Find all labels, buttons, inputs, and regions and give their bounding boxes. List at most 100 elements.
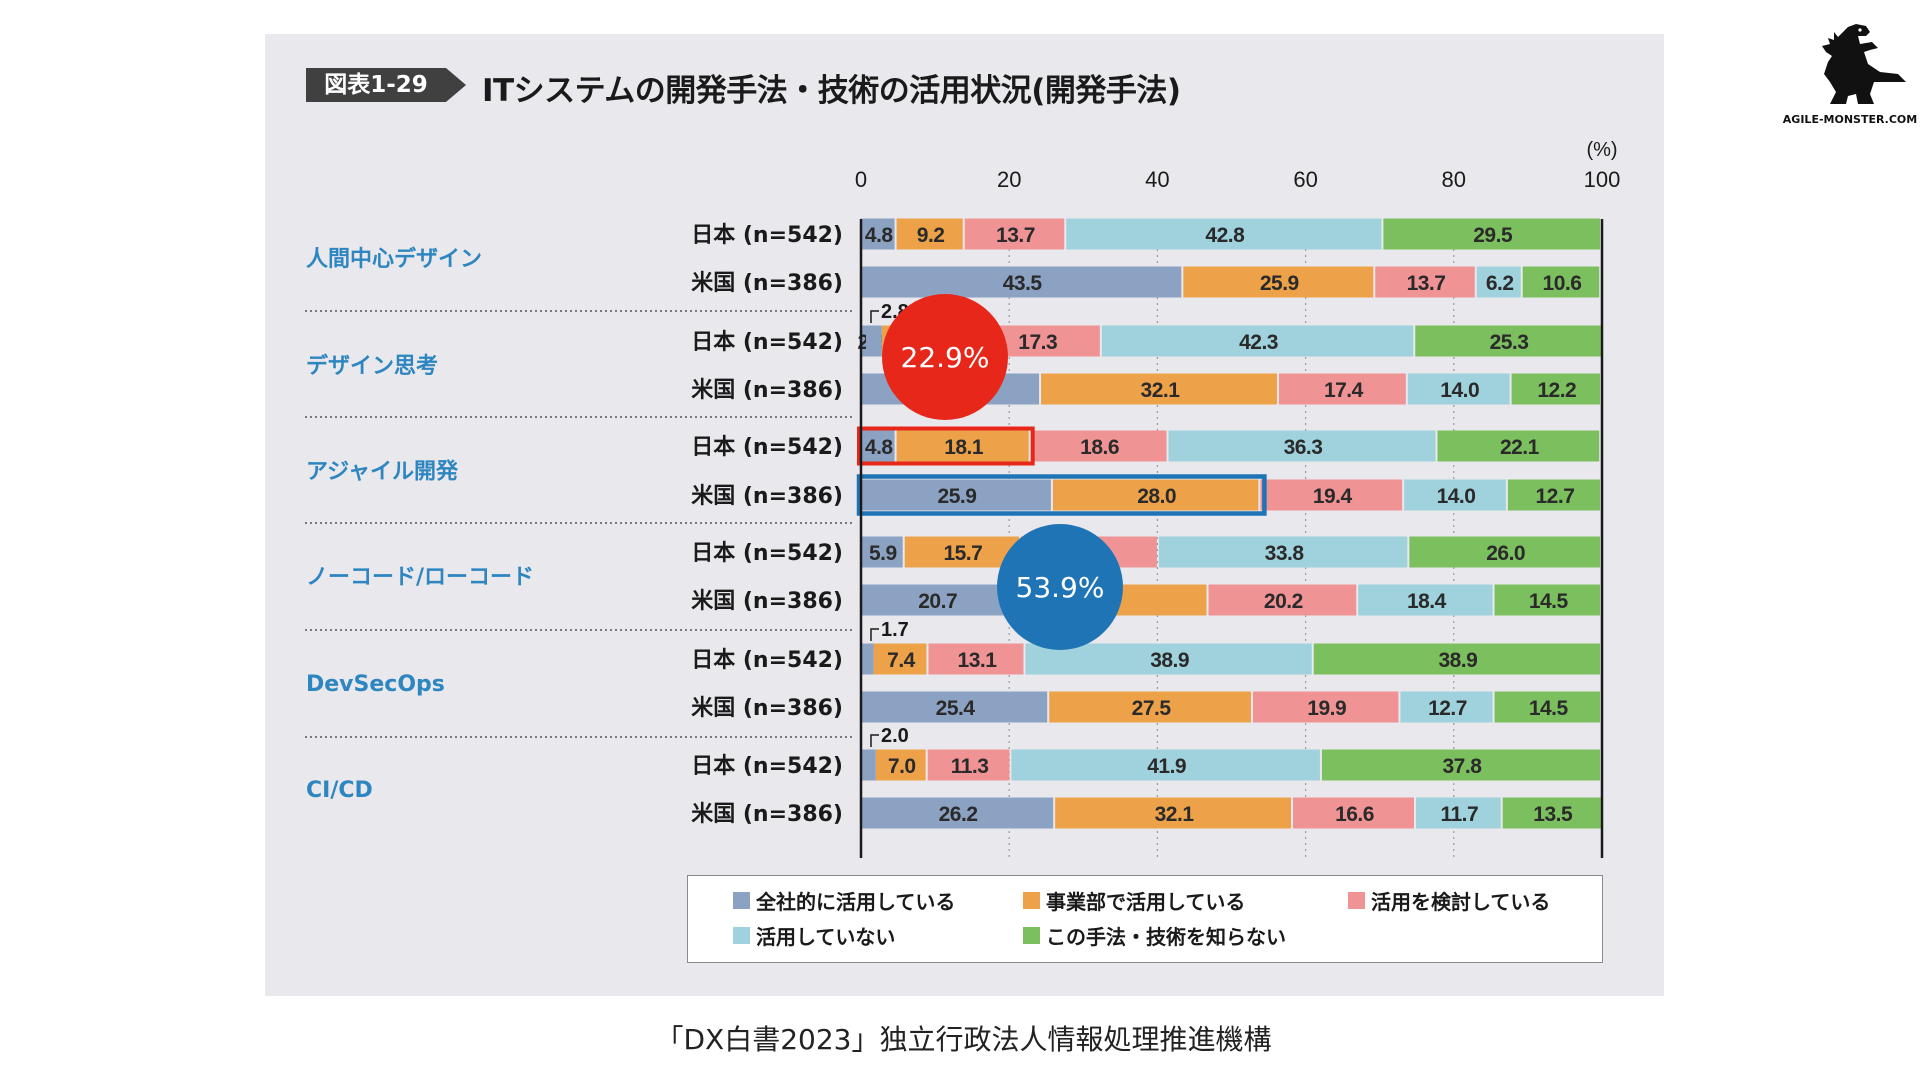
category-label: DevSecOps <box>306 672 445 697</box>
bar-segment <box>1522 266 1600 298</box>
bar-segment <box>1158 536 1408 568</box>
bar-value-label: 42.3 <box>1239 331 1278 354</box>
annotation-label: 22.9% <box>901 341 990 374</box>
x-tick-label: 60 <box>1293 167 1317 192</box>
highlight-box-blue <box>856 474 1267 516</box>
bar-segment <box>1375 266 1475 298</box>
bar-value-label: 32.1 <box>1141 379 1181 402</box>
legend-item: この手法・技術を知らない <box>1023 921 1286 950</box>
bar-value-label: 11.3 <box>951 755 989 778</box>
bar-segment <box>866 643 874 675</box>
bar-value-label: 33.8 <box>1265 542 1305 565</box>
bar-value-label: 17.3 <box>1018 331 1057 354</box>
x-tick-label: 100 <box>1584 167 1621 192</box>
brand-text: AGILE-MONSTER.COM <box>1782 113 1918 126</box>
bar-segment <box>964 218 1065 250</box>
category-label: ノーコード/ローコード <box>306 565 534 590</box>
highlight-box-red <box>857 426 1035 466</box>
legend-label: 全社的に活用している <box>756 890 956 914</box>
bar-value-label: 14.0 <box>1440 379 1479 402</box>
row-label: 米国 (n=386) <box>691 802 843 827</box>
chart-panel: 図表1-29 ITシステムの開発手法・技術の活用状況(開発手法) 0 20 40 60… <box>265 34 1664 996</box>
bar-value-label: 19.9 <box>1307 697 1346 720</box>
bar-value-label: 12.7 <box>1536 485 1575 508</box>
bar-value-label: 18.6 <box>1080 436 1119 459</box>
legend-label: この手法・技術を知らない <box>1046 925 1286 949</box>
bar-segment <box>861 797 1054 829</box>
bar-segment <box>861 479 1051 511</box>
bar-value-label: 7.0 <box>888 755 916 778</box>
legend-label: 活用を検討している <box>1371 890 1551 914</box>
row-label: 米国 (n=386) <box>691 271 843 296</box>
bar-segment <box>861 218 895 250</box>
bar-value-label: 4.8 <box>865 224 894 247</box>
bar-segment <box>1168 430 1436 462</box>
callout-label: 1.7 <box>881 619 909 641</box>
callout-leader <box>870 310 879 323</box>
bar-segment <box>1011 749 1320 781</box>
bar-value-label: 16.6 <box>1335 803 1374 826</box>
bar-segment <box>1252 691 1399 723</box>
bar-segment <box>1321 749 1600 781</box>
bar-segment <box>1041 373 1277 405</box>
bar-segment <box>1030 430 1167 462</box>
figure-label-text: 図表1-29 <box>324 72 428 98</box>
bar-value-label: 13.7 <box>996 224 1035 247</box>
legend-label: 活用していない <box>756 925 896 949</box>
bar-segment <box>1025 643 1312 675</box>
bar-segment <box>1494 584 1600 616</box>
bar-value-label: 32.1 <box>1155 803 1195 826</box>
legend-item: 事業部で活用している <box>1023 886 1245 915</box>
bar-segment <box>1293 797 1415 829</box>
row-label: 米国 (n=386) <box>691 589 843 614</box>
chart-title: ITシステムの開発手法・技術の活用状況(開発手法) <box>482 73 1181 109</box>
bar-value-label: 12.2 <box>1537 379 1576 402</box>
row-label: 日本 (n=542) <box>691 330 843 355</box>
bar-value-label: 41.9 <box>1147 755 1186 778</box>
bar-value-label: 25.9 <box>1260 272 1299 295</box>
bar-segment <box>861 536 903 568</box>
bar-segment <box>1407 373 1510 405</box>
bar-value-label: 42.8 <box>1205 224 1245 247</box>
row-label: 米国 (n=386) <box>691 696 843 721</box>
bar-value-label: 12.7 <box>1428 697 1467 720</box>
bar-value-label: 6.2 <box>1486 272 1514 295</box>
bar-value-label: 13.7 <box>1407 272 1446 295</box>
bar-segment <box>1260 479 1403 511</box>
annotation-circle <box>997 524 1123 650</box>
legend-item: 活用していない <box>733 921 895 950</box>
bar-segment <box>861 430 895 462</box>
bar-value-label: 28.0 <box>1137 485 1176 508</box>
bar-segment <box>873 643 927 675</box>
bar-value-label: 10.6 <box>1543 272 1582 295</box>
legend-swatch <box>733 927 750 944</box>
bar-segment <box>1409 536 1600 568</box>
bar-segment <box>1494 691 1600 723</box>
bar-segment <box>1437 430 1600 462</box>
legend-swatch <box>733 892 750 909</box>
bar-value-label: 38.9 <box>1438 649 1477 672</box>
row-label: 米国 (n=386) <box>691 378 843 403</box>
category-label: アジャイル開発 <box>306 460 459 485</box>
bar-segment <box>861 691 1048 723</box>
category-label: CI/CD <box>306 778 373 803</box>
callout-label: 2.0 <box>881 725 909 747</box>
x-tick-label: 20 <box>997 167 1021 192</box>
bar-value-label: 38.9 <box>1150 649 1189 672</box>
bar-segment <box>904 536 1020 568</box>
legend-swatch <box>1023 927 1040 944</box>
bar-segment <box>1416 797 1501 829</box>
bar-value-label: 27.5 <box>1132 697 1172 720</box>
unit-label: (%) <box>1586 139 1617 161</box>
bar-segment <box>1066 218 1382 250</box>
bar-segment <box>1208 584 1357 616</box>
row-label: 日本 (n=542) <box>691 648 843 673</box>
bar-segment <box>1383 218 1600 250</box>
bar-segment <box>1507 479 1600 511</box>
bar-segment <box>1415 325 1601 357</box>
bar-segment <box>1313 643 1600 675</box>
legend-swatch <box>1348 892 1365 909</box>
godzilla-monster-icon <box>1822 24 1906 104</box>
legend-swatch <box>1023 892 1040 909</box>
